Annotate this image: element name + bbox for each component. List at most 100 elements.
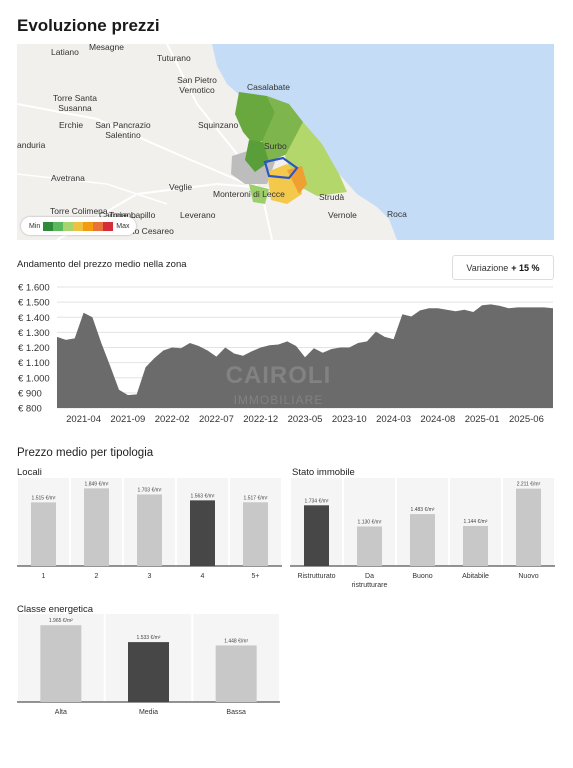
map-legend: Min Max xyxy=(21,217,136,235)
bar xyxy=(357,526,382,566)
bar-value-label: 2.211 €/m² xyxy=(517,482,541,488)
x-tick-label: 2022-07 xyxy=(199,414,234,425)
map-label: Roca xyxy=(387,209,407,219)
map-label: Mesagne xyxy=(89,44,124,52)
bar-value-label: 1.515 €/m² xyxy=(32,495,56,501)
locali-heading: Locali xyxy=(17,467,42,478)
bar xyxy=(31,502,56,566)
classe-heading: Classe energetica xyxy=(17,604,94,615)
map-label: Avetrana xyxy=(51,173,85,183)
page-title: Evoluzione prezzi xyxy=(17,16,160,35)
legend-max-label: Max xyxy=(116,222,130,230)
bar xyxy=(516,488,541,566)
map-background xyxy=(17,44,554,240)
bar-category-label: ristrutturare xyxy=(352,582,388,589)
bar-value-label: 1.130 €/m² xyxy=(358,519,382,525)
stato-bar-chart: 1.734 €/m² Ristrutturato 1.130 €/m² Da ristr… xyxy=(290,478,555,589)
legend-swatch xyxy=(43,221,54,231)
y-tick-label: € 1.100 xyxy=(18,358,50,369)
by-type-heading: Prezzo medio per tipologia xyxy=(17,447,154,459)
y-tick-label: € 1.300 xyxy=(18,328,50,339)
y-tick-label: € 1.600 xyxy=(18,283,50,294)
price-trend-chart: € 1.600 € 1.500 € 1.400 € 1.300 € 1.200 € 1.1… xyxy=(18,283,553,425)
stato-heading: Stato immobile xyxy=(292,467,355,478)
bar-value-label: 1.849 €/m² xyxy=(85,481,109,487)
x-tick-label: 2022-12 xyxy=(243,414,278,425)
map-label: Leverano xyxy=(180,210,216,220)
map-label: San Pietro Vernotico xyxy=(177,75,217,95)
x-tick-label: 2022-02 xyxy=(155,414,190,425)
bar-value-label: 1.448 €/m² xyxy=(224,638,248,644)
bar-value-label: 1.703 €/m² xyxy=(138,487,162,493)
bar-category-label: Alta xyxy=(55,709,67,716)
map-label: San Pancrazio Salentino xyxy=(95,120,151,140)
variation-label: Variazione xyxy=(466,262,509,273)
map-label: Casalabate xyxy=(247,82,291,92)
x-tick-label: 2025-01 xyxy=(465,414,500,425)
legend-swatches xyxy=(43,221,114,231)
map-label: Carmiano xyxy=(99,210,136,220)
map-label: Torre Santa Susanna xyxy=(53,93,97,113)
legend-swatch xyxy=(103,221,114,231)
bar-value-label: 1.144 €/m² xyxy=(464,519,488,525)
bar-category-label: 5+ xyxy=(252,573,260,580)
bar-category-label: 2 xyxy=(95,573,99,580)
legend-swatch xyxy=(53,221,64,231)
x-tick-label: 2021-09 xyxy=(110,414,145,425)
x-tick-label: 2024-03 xyxy=(376,414,411,425)
bar xyxy=(128,642,169,702)
classe-bar-chart: 1.965 €/m² Alta 1.533 €/m² Media 1.448 €/m² B… xyxy=(17,614,280,716)
bar xyxy=(410,514,435,566)
map-label: Torre Colimena xyxy=(50,206,108,216)
y-tick-label: € 800 xyxy=(18,404,42,415)
map-label: Squinzano xyxy=(198,120,239,130)
y-tick-label: € 1.000 xyxy=(18,373,50,384)
y-tick-label: € 900 xyxy=(18,388,42,399)
bar-category-label: Bassa xyxy=(226,709,246,716)
map-label: anduria xyxy=(17,140,46,150)
bar-value-label: 1.517 €/m² xyxy=(244,495,268,501)
y-tick-label: € 1.200 xyxy=(18,343,50,354)
x-tick-label: 2023-10 xyxy=(332,414,367,425)
bar xyxy=(40,625,82,702)
map-label: Surbo xyxy=(264,141,287,151)
variation-value: + 15 % xyxy=(511,262,540,273)
y-tick-label: € 1.400 xyxy=(18,313,50,324)
x-tick-label: 2024-08 xyxy=(420,414,455,425)
price-map[interactable]: Mesagne Latiano Tuturano San Pietro Vern… xyxy=(17,44,554,240)
legend-swatch xyxy=(93,221,104,231)
bar-category-label: Da xyxy=(365,573,374,580)
bar-category-label: Buono xyxy=(412,573,432,580)
bar-value-label: 1.483 €/m² xyxy=(411,507,435,513)
watermark-title: CAIROLI xyxy=(226,362,332,389)
bar-value-label: 1.533 €/m² xyxy=(137,635,161,641)
locali-bar-chart: 1.515 €/m² 1 1.849 €/m² 2 1.703 €/m² 3 1.563 €… xyxy=(17,478,282,580)
map-label: Strudà xyxy=(319,192,345,202)
bar-category-label: 1 xyxy=(42,573,46,580)
map-label: Latiano xyxy=(51,47,79,57)
bar xyxy=(243,502,268,566)
bar xyxy=(215,645,257,702)
map-label: Porto Cesareo xyxy=(119,226,174,236)
watermark-subtitle: IMMOBILIARE xyxy=(234,393,324,407)
legend-swatch xyxy=(83,221,94,231)
bar-category-label: 4 xyxy=(201,573,205,580)
bar-category-label: Ristrutturato xyxy=(297,573,335,580)
bar-category-label: Abitabile xyxy=(462,573,489,580)
bar-category-label: 3 xyxy=(148,573,152,580)
x-tick-label: 2023-05 xyxy=(288,414,323,425)
bar-category-label: Nuovo xyxy=(518,573,538,580)
legend-swatch xyxy=(63,221,74,231)
map-label: Veglie xyxy=(169,182,193,192)
map-label: Torre Lapillo xyxy=(109,210,156,220)
bar-category-label: Media xyxy=(139,709,158,716)
map-label: Vernole xyxy=(328,210,357,220)
bar-value-label: 1.563 €/m² xyxy=(191,493,215,499)
map-label: Erchie xyxy=(59,120,84,130)
bar-value-label: 1.734 €/m² xyxy=(305,498,329,504)
legend-swatch xyxy=(73,221,84,231)
price-area xyxy=(57,304,553,408)
bar xyxy=(463,525,488,566)
bar xyxy=(304,505,329,566)
bar-value-label: 1.965 €/m² xyxy=(49,618,73,624)
